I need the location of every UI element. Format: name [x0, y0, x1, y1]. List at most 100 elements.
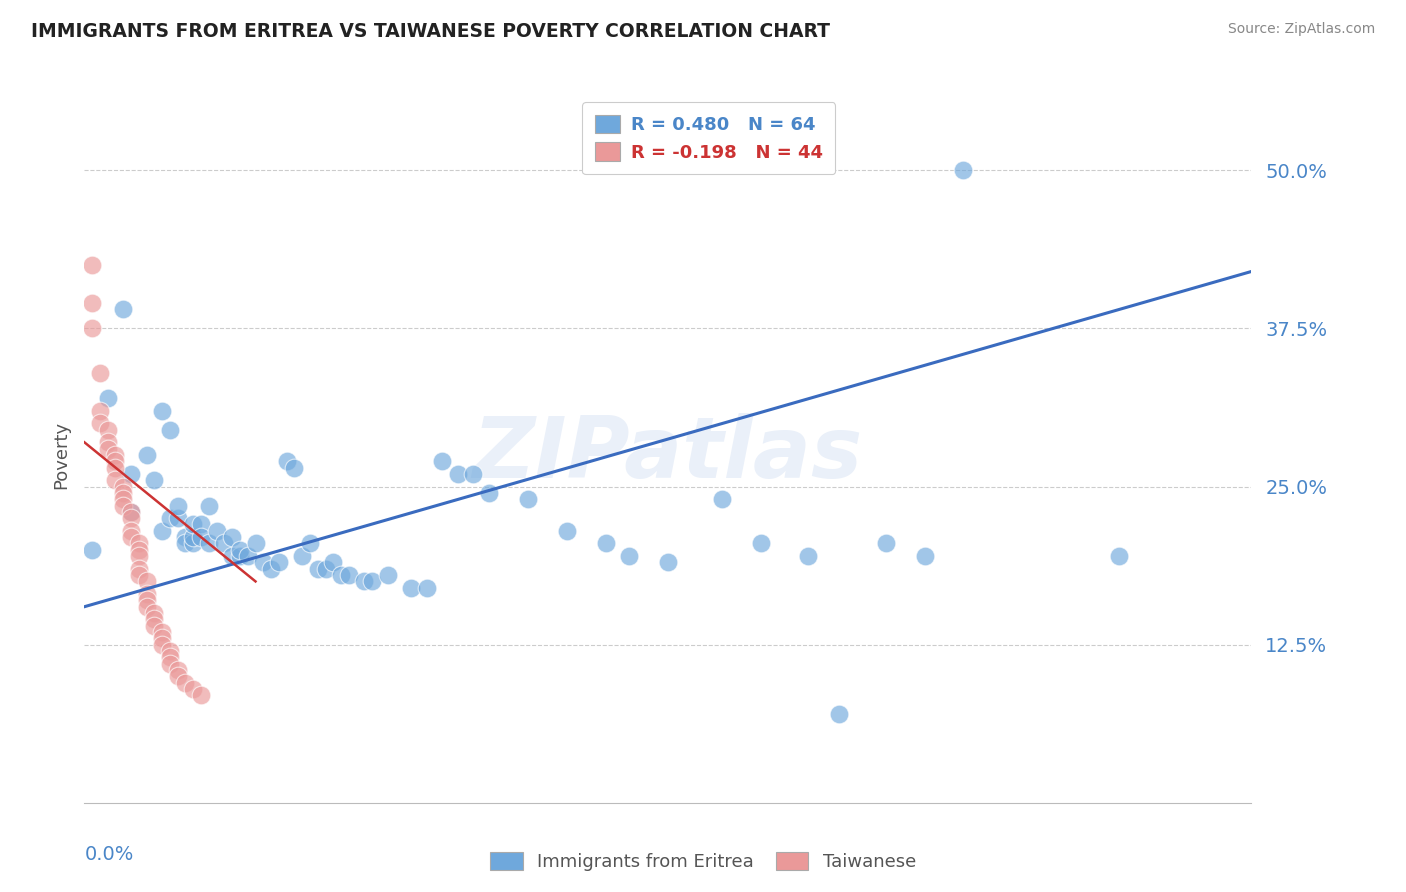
Text: 0.0%: 0.0% [84, 845, 134, 863]
Point [135, 599, 157, 614]
Point [174, 675, 197, 690]
Point [174, 530, 197, 544]
Point [166, 669, 188, 683]
Point [447, 467, 470, 481]
Point [120, 511, 142, 525]
Point [516, 492, 538, 507]
Point [914, 549, 936, 563]
Point [143, 606, 166, 620]
Point [166, 499, 188, 513]
Point [104, 473, 127, 487]
Point [82, 542, 104, 557]
Point [221, 549, 243, 563]
Point [166, 511, 188, 525]
Point [283, 460, 305, 475]
Point [135, 448, 157, 462]
Point [143, 473, 166, 487]
Point [159, 511, 181, 525]
Point [150, 403, 173, 417]
Point [135, 593, 157, 607]
Point [97, 391, 120, 405]
Point [128, 562, 150, 576]
Point [174, 536, 197, 550]
Point [875, 536, 897, 550]
Point [120, 505, 142, 519]
Point [555, 524, 578, 538]
Point [291, 549, 314, 563]
Point [478, 486, 501, 500]
Point [143, 618, 166, 632]
Text: Source: ZipAtlas.com: Source: ZipAtlas.com [1227, 22, 1375, 37]
Point [181, 681, 204, 696]
Point [260, 562, 283, 576]
Point [214, 536, 236, 550]
Point [181, 530, 204, 544]
Point [463, 467, 485, 481]
Point [104, 460, 127, 475]
Point [276, 454, 298, 468]
Point [617, 549, 640, 563]
Point [221, 530, 243, 544]
Point [128, 536, 150, 550]
Point [205, 524, 228, 538]
Point [120, 530, 142, 544]
Y-axis label: Poverty: Poverty [52, 421, 70, 489]
Point [432, 454, 454, 468]
Point [749, 536, 772, 550]
Point [595, 536, 617, 550]
Point [267, 556, 290, 570]
Point [181, 517, 204, 532]
Point [97, 435, 120, 450]
Point [229, 542, 252, 557]
Point [135, 574, 157, 589]
Point [82, 258, 104, 272]
Point [245, 536, 267, 550]
Point [120, 505, 142, 519]
Legend: Immigrants from Eritrea, Taiwanese: Immigrants from Eritrea, Taiwanese [484, 845, 922, 879]
Point [150, 638, 173, 652]
Point [82, 321, 104, 335]
Point [159, 423, 181, 437]
Point [399, 581, 422, 595]
Point [159, 657, 181, 671]
Point [128, 549, 150, 563]
Point [361, 574, 384, 589]
Point [150, 524, 173, 538]
Point [150, 632, 173, 646]
Point [1108, 549, 1130, 563]
Point [353, 574, 375, 589]
Point [190, 688, 212, 702]
Point [166, 663, 188, 677]
Point [112, 486, 135, 500]
Point [112, 492, 135, 507]
Point [236, 549, 259, 563]
Point [112, 499, 135, 513]
Point [322, 556, 344, 570]
Point [120, 467, 142, 481]
Point [198, 499, 221, 513]
Point [112, 479, 135, 493]
Point [104, 454, 127, 468]
Point [657, 556, 679, 570]
Point [159, 644, 181, 658]
Point [190, 517, 212, 532]
Point [415, 581, 437, 595]
Point [89, 366, 111, 380]
Point [298, 536, 321, 550]
Text: ZIPatlas: ZIPatlas [472, 413, 863, 497]
Point [82, 296, 104, 310]
Point [190, 530, 212, 544]
Point [181, 536, 204, 550]
Point [159, 650, 181, 665]
Point [89, 403, 111, 417]
Point [104, 448, 127, 462]
Point [89, 417, 111, 431]
Point [198, 536, 221, 550]
Point [337, 568, 360, 582]
Point [711, 492, 734, 507]
Point [315, 562, 337, 576]
Point [307, 562, 329, 576]
Point [952, 163, 974, 178]
Point [377, 568, 399, 582]
Point [97, 442, 120, 456]
